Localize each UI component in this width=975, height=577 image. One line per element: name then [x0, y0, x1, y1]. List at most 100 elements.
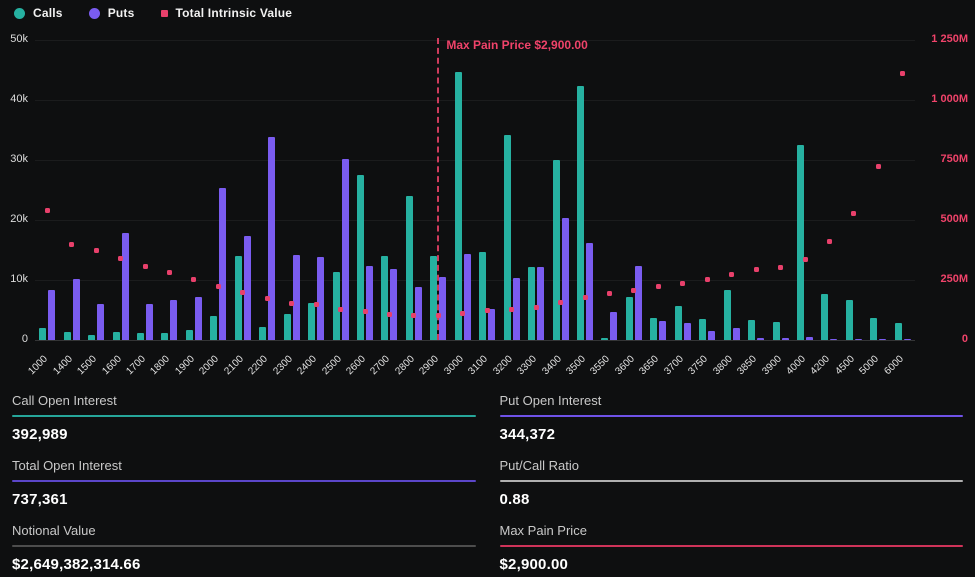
call-bar[interactable] [625, 297, 633, 340]
call-bar[interactable] [699, 319, 707, 340]
call-bar[interactable] [723, 290, 731, 340]
put-bar[interactable] [488, 309, 496, 340]
intrinsic-value-dot[interactable] [582, 294, 588, 300]
put-bar[interactable] [903, 339, 911, 340]
intrinsic-value-dot[interactable] [93, 248, 99, 254]
put-bar[interactable] [830, 339, 838, 340]
call-bar[interactable] [797, 145, 804, 340]
put-bar[interactable] [806, 337, 813, 340]
put-bar[interactable] [390, 269, 398, 340]
intrinsic-value-dot[interactable] [166, 270, 172, 276]
call-bar[interactable] [283, 314, 291, 340]
intrinsic-value-dot[interactable] [215, 284, 221, 290]
intrinsic-value-dot[interactable] [313, 301, 319, 307]
chart-plot-area[interactable]: 0 0 10k 250M 20k 500M 30k 750M 40k 1 000M 50k 1 250… [0, 0, 975, 385]
call-bar[interactable] [577, 86, 584, 340]
call-bar[interactable] [430, 256, 438, 340]
call-bar[interactable] [894, 323, 902, 340]
call-bar[interactable] [357, 175, 364, 340]
call-bar[interactable] [454, 72, 462, 340]
call-bar[interactable] [528, 267, 536, 340]
intrinsic-value-dot[interactable] [826, 238, 832, 244]
put-bar[interactable] [48, 290, 56, 340]
put-bar[interactable] [732, 328, 740, 340]
put-bar[interactable] [146, 304, 153, 340]
put-bar[interactable] [341, 159, 349, 340]
intrinsic-value-dot[interactable] [900, 71, 906, 77]
intrinsic-value-dot[interactable] [191, 276, 197, 282]
put-bar[interactable] [317, 257, 325, 340]
call-bar[interactable] [185, 330, 193, 340]
legend-item-total-intrinsic-value[interactable]: Total Intrinsic Value [160, 6, 293, 20]
put-bar[interactable] [268, 137, 276, 340]
intrinsic-value-dot[interactable] [142, 263, 148, 269]
call-bar[interactable] [112, 332, 120, 340]
call-bar[interactable] [332, 272, 340, 340]
put-bar[interactable] [121, 233, 129, 340]
call-bar[interactable] [308, 303, 316, 340]
put-bar[interactable] [610, 312, 618, 340]
intrinsic-value-dot[interactable] [704, 276, 710, 282]
put-bar[interactable] [781, 338, 789, 340]
put-bar[interactable] [97, 304, 105, 340]
intrinsic-value-dot[interactable] [606, 291, 612, 297]
put-bar[interactable] [170, 300, 178, 340]
intrinsic-value-dot[interactable] [484, 307, 490, 313]
put-bar[interactable] [659, 321, 667, 340]
intrinsic-value-dot[interactable] [264, 295, 270, 301]
intrinsic-value-dot[interactable] [729, 271, 735, 277]
call-bar[interactable] [748, 320, 756, 340]
put-bar[interactable] [586, 243, 593, 340]
call-bar[interactable] [821, 294, 829, 340]
intrinsic-value-dot[interactable] [509, 307, 515, 313]
put-bar[interactable] [561, 218, 569, 340]
intrinsic-value-dot[interactable] [362, 309, 368, 315]
intrinsic-value-dot[interactable] [802, 256, 808, 262]
put-bar[interactable] [854, 339, 862, 340]
intrinsic-value-dot[interactable] [289, 300, 295, 306]
intrinsic-value-dot[interactable] [655, 284, 661, 290]
intrinsic-value-dot[interactable] [118, 255, 124, 261]
intrinsic-value-dot[interactable] [631, 287, 637, 293]
call-bar[interactable] [405, 196, 413, 340]
intrinsic-value-dot[interactable] [240, 290, 246, 296]
intrinsic-value-dot[interactable] [69, 241, 75, 247]
legend-item-calls[interactable]: Calls [14, 6, 63, 20]
put-bar[interactable] [219, 188, 227, 340]
call-bar[interactable] [137, 333, 144, 340]
intrinsic-value-dot[interactable] [386, 311, 392, 317]
call-bar[interactable] [650, 318, 658, 340]
legend-item-puts[interactable]: Puts [88, 6, 135, 20]
intrinsic-value-dot[interactable] [558, 299, 564, 305]
put-bar[interactable] [757, 338, 765, 340]
put-bar[interactable] [194, 297, 202, 340]
call-bar[interactable] [479, 252, 487, 340]
intrinsic-value-dot[interactable] [338, 307, 344, 313]
call-bar[interactable] [210, 316, 218, 340]
call-bar[interactable] [552, 160, 560, 340]
put-bar[interactable] [72, 279, 80, 340]
intrinsic-value-dot[interactable] [778, 264, 784, 270]
call-bar[interactable] [503, 135, 511, 340]
intrinsic-value-dot[interactable] [533, 304, 539, 310]
intrinsic-value-dot[interactable] [753, 267, 759, 273]
intrinsic-value-dot[interactable] [44, 207, 50, 213]
call-bar[interactable] [601, 338, 609, 340]
call-bar[interactable] [63, 332, 71, 340]
put-bar[interactable] [292, 255, 300, 340]
intrinsic-value-dot[interactable] [411, 312, 417, 318]
put-bar[interactable] [439, 277, 447, 340]
call-bar[interactable] [772, 322, 780, 340]
call-bar[interactable] [39, 328, 47, 340]
intrinsic-value-dot[interactable] [851, 210, 857, 216]
intrinsic-value-dot[interactable] [680, 280, 686, 286]
call-bar[interactable] [870, 318, 878, 340]
put-bar[interactable] [463, 254, 471, 340]
max-pain-chart[interactable]: Calls Puts Total Intrinsic Value 0 0 10k 250M… [0, 0, 975, 385]
put-bar[interactable] [708, 331, 716, 340]
call-bar[interactable] [381, 256, 389, 340]
put-bar[interactable] [366, 266, 373, 340]
put-bar[interactable] [537, 267, 545, 340]
intrinsic-value-dot[interactable] [460, 310, 466, 316]
call-bar[interactable] [161, 333, 169, 340]
